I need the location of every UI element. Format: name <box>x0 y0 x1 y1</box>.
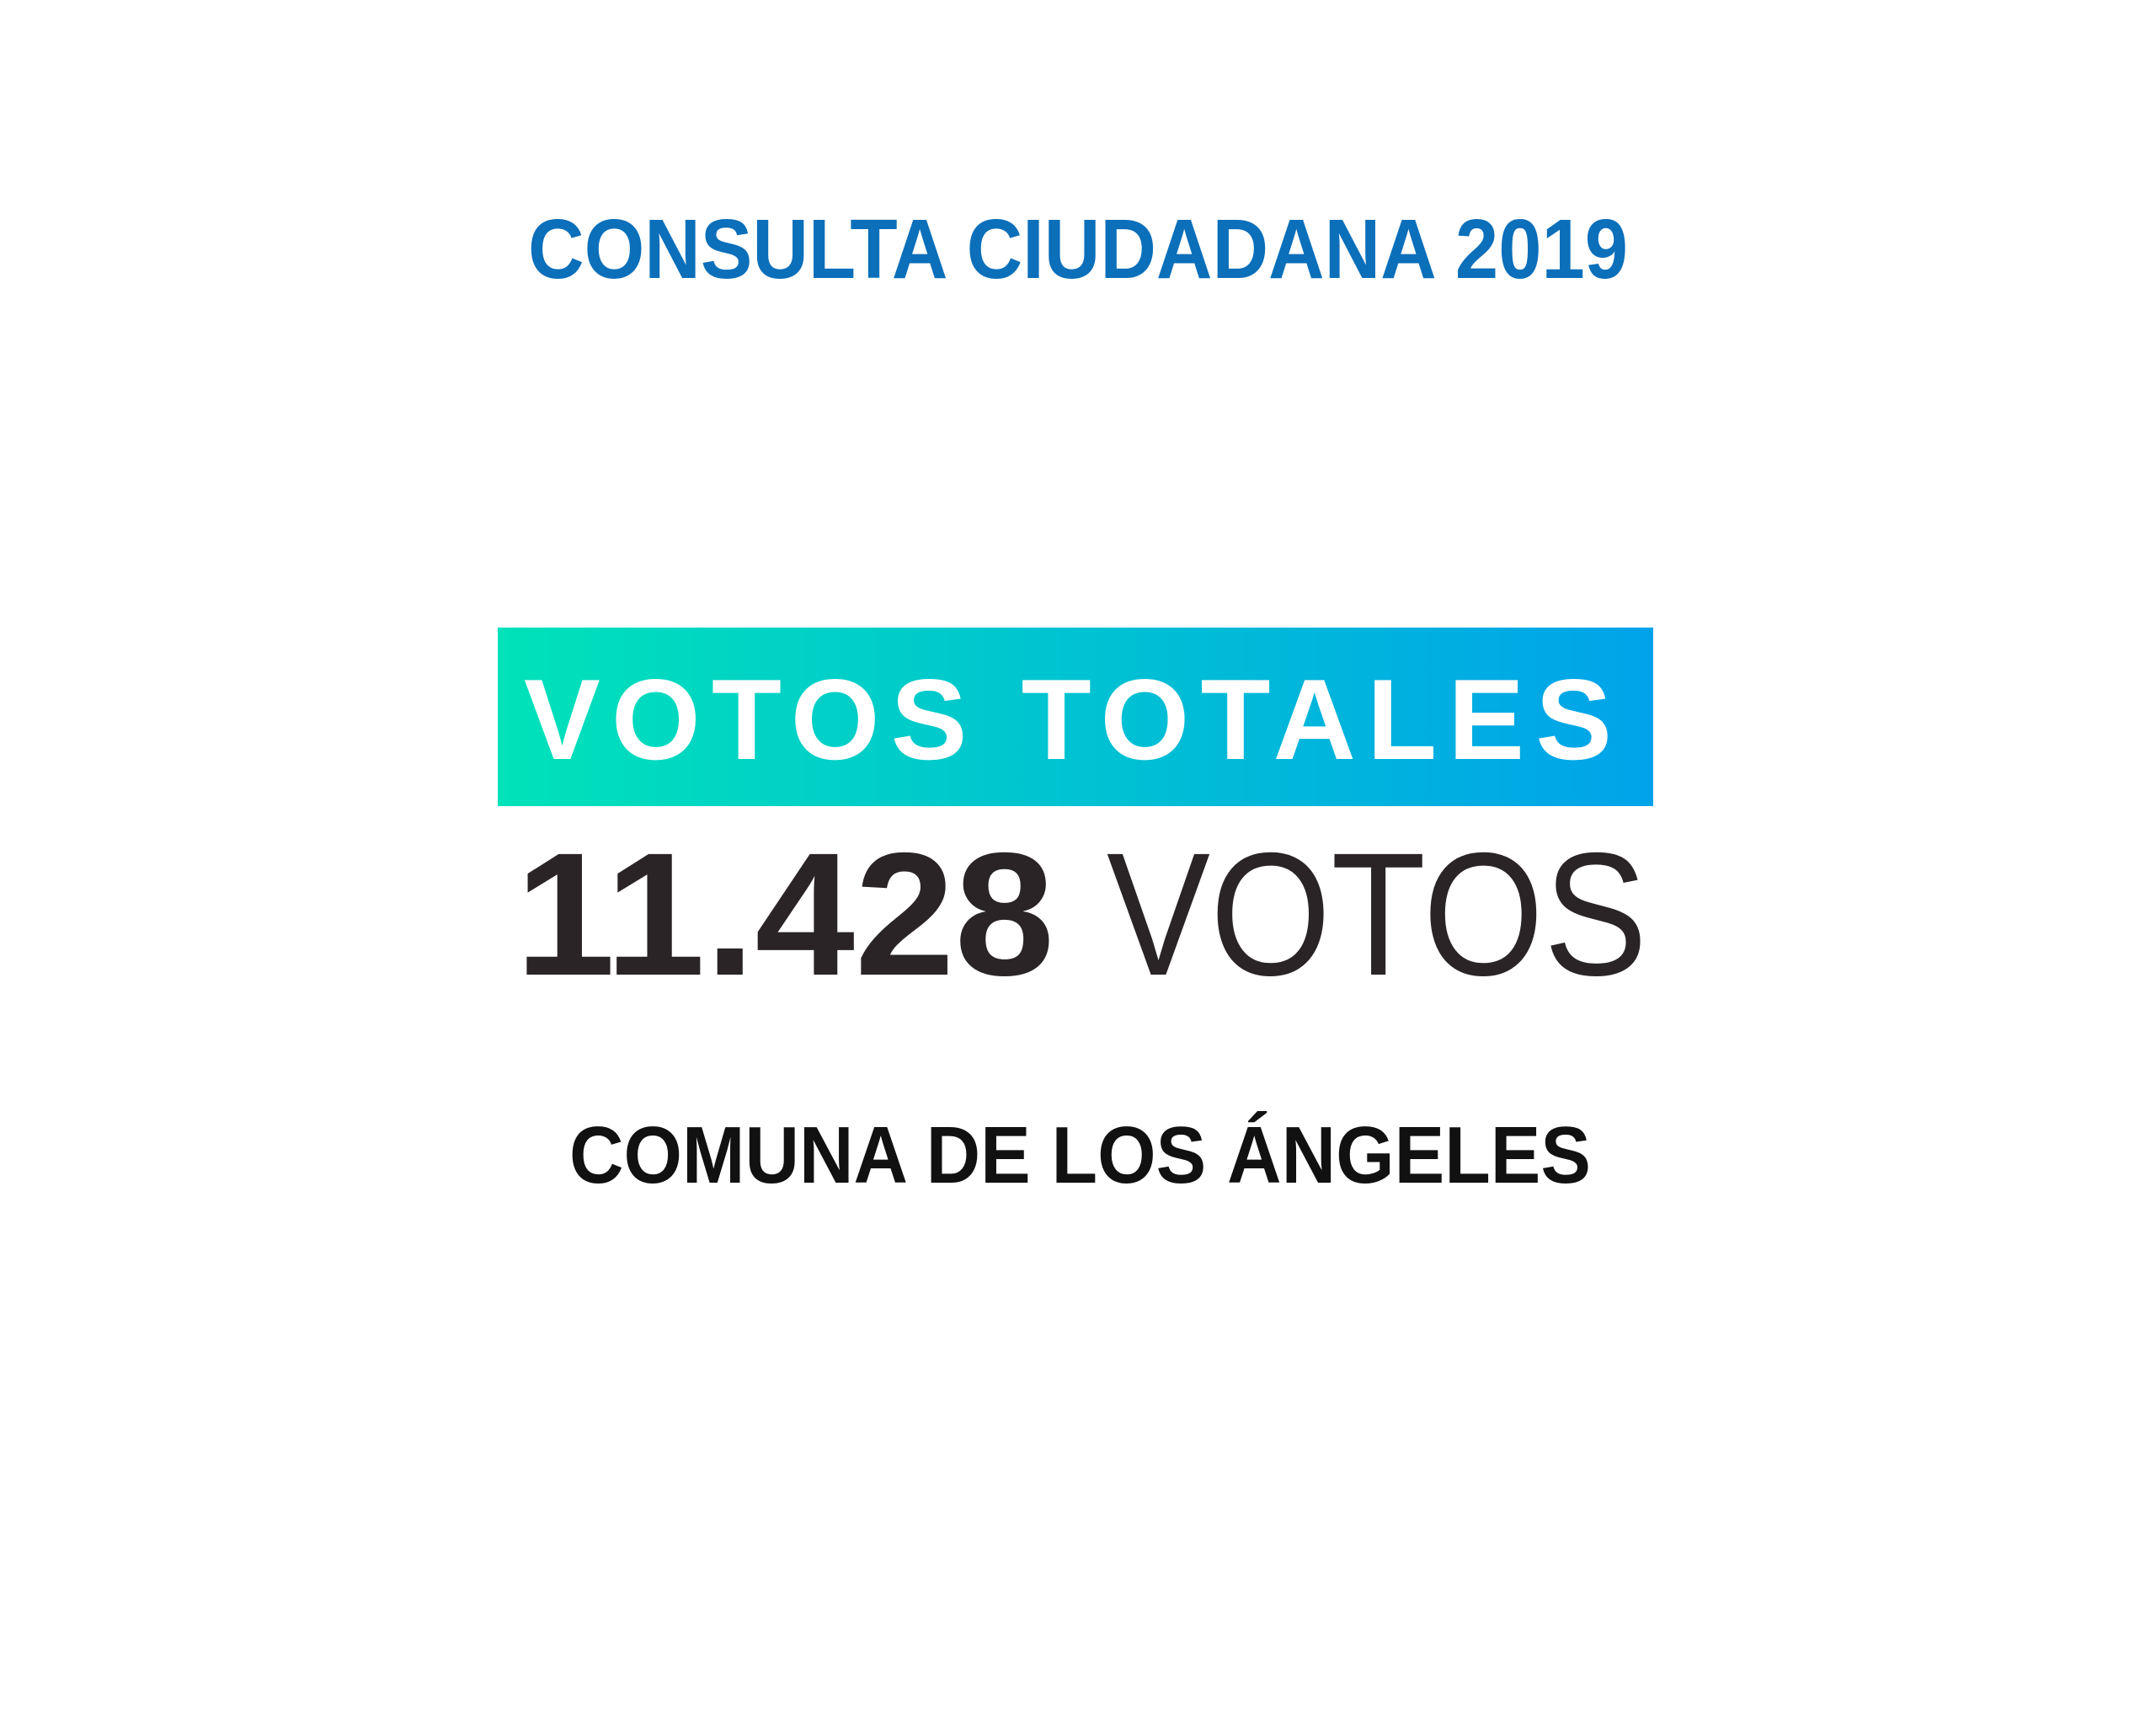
total-number: 11.428 <box>515 817 1054 1013</box>
banner-label: VOTOS TOTALES <box>524 655 1612 783</box>
total-unit: VOTOS <box>1107 817 1647 1013</box>
title: CONSULTA CIUDADANA 2019 <box>528 202 1628 297</box>
place: COMUNA DE LOS ÁNGELES <box>569 1110 1591 1200</box>
banner <box>498 628 1653 806</box>
